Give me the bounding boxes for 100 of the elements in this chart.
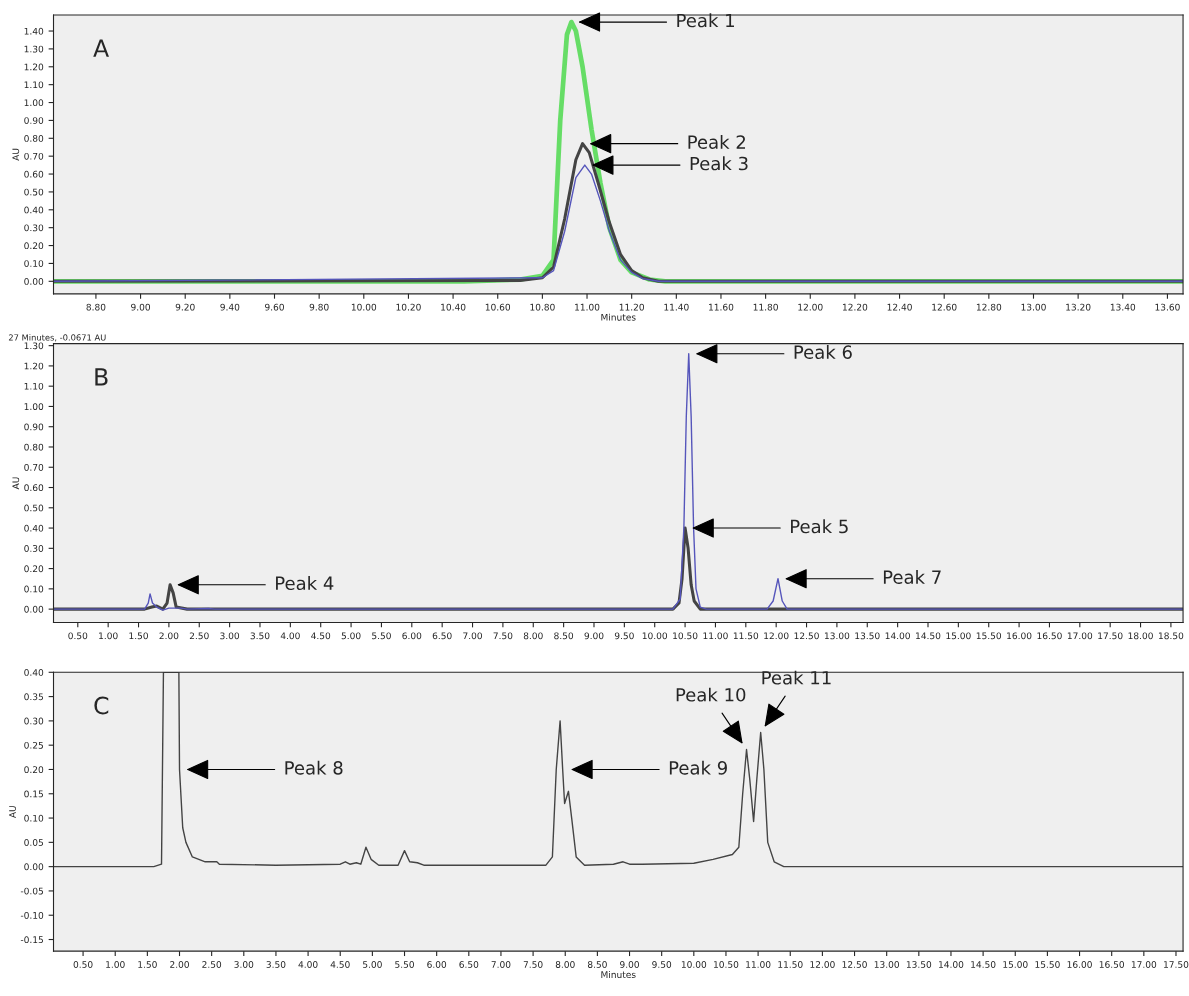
x-tick-label: 8.50: [587, 961, 607, 968]
y-tick-label: 1.40: [24, 27, 44, 35]
annotation: Peak 11: [762, 670, 831, 685]
x-tick-label: 0.50: [68, 632, 88, 640]
x-tick-label: 1.50: [129, 632, 148, 640]
x-tick-label: 9.00: [620, 961, 639, 968]
x-tick-label: 13.00: [824, 632, 850, 640]
x-tick-label: 10.60: [485, 303, 511, 311]
x-tick-label: 15.00: [946, 632, 971, 640]
x-tick-label: 5.00: [341, 632, 361, 640]
x-tick-label: 2.00: [170, 961, 189, 968]
y-tick-label: 0.80: [24, 135, 44, 142]
x-tick-label: 15.50: [976, 632, 1002, 640]
x-tick-label: 1.00: [106, 961, 125, 968]
y-tick-label: 1.10: [24, 382, 44, 390]
annotation: Peak 10: [676, 687, 746, 702]
x-tick-label: 2.50: [202, 961, 222, 968]
x-tick-label: 3.00: [234, 961, 254, 968]
x-tick-label: 5.50: [372, 632, 391, 640]
x-tick-label: 10.50: [714, 961, 739, 968]
x-tick-label: 13.20: [1066, 303, 1091, 311]
x-tick-label: 7.00: [463, 632, 482, 640]
y-tick-label: 0.00: [24, 605, 44, 613]
x-tick-label: 18.00: [1128, 632, 1153, 640]
x-tick-label: 9.60: [265, 303, 284, 311]
y-axis-title: AU: [9, 806, 16, 819]
y-tick-label: 0.30: [24, 224, 44, 232]
x-tick-label: 17.00: [1067, 632, 1093, 640]
y-tick-label: -0.10: [20, 911, 44, 919]
x-tick-label: 14.00: [939, 961, 964, 968]
x-tick-label: 16.50: [1099, 961, 1125, 968]
x-tick-label: 9.50: [614, 632, 634, 640]
x-tick-label: 5.00: [363, 961, 382, 968]
x-tick-label: 13.00: [1021, 303, 1046, 311]
annotation: B: [95, 368, 108, 386]
x-tick-label: 13.50: [906, 961, 932, 968]
x-tick-label: 9.00: [131, 303, 151, 311]
y-tick-label: 0.60: [24, 484, 44, 492]
y-tick-label: 0.40: [24, 669, 44, 676]
y-tick-label: 0.15: [24, 790, 43, 798]
x-tick-label: 10.20: [396, 303, 421, 311]
y-axis-title: AU: [12, 477, 20, 490]
x-tick-label: 6.50: [432, 632, 452, 640]
x-tick-label: 13.60: [1155, 303, 1180, 311]
y-tick-label: 0.40: [24, 524, 44, 532]
annotation: Peak 8: [285, 760, 343, 775]
x-tick-label: 11.00: [575, 303, 600, 311]
x-tick-label: 14.00: [885, 632, 910, 640]
y-tick-label: 0.90: [24, 423, 44, 431]
y-tick-label: 0.30: [24, 717, 44, 725]
x-tick-label: 12.20: [842, 303, 868, 311]
x-tick-label: 3.00: [220, 632, 240, 640]
x-axis-title: Minutes: [601, 313, 636, 321]
annotation: Peak 4: [276, 576, 334, 591]
y-tick-label: 0.30: [24, 545, 44, 552]
annotation: Peak 1: [677, 13, 734, 28]
x-tick-label: 13.50: [855, 632, 880, 640]
y-tick-label: 1.30: [24, 342, 44, 350]
y-tick-label: 0.20: [24, 766, 44, 774]
x-tick-label: 10.00: [681, 961, 707, 968]
x-tick-label: 10.00: [351, 303, 377, 311]
y-tick-label: 0.00: [24, 863, 44, 871]
x-tick-label: 4.00: [280, 632, 300, 640]
annotation: Peak 7: [883, 569, 941, 584]
x-tick-label: 8.80: [86, 303, 106, 311]
x-tick-label: 14.50: [971, 961, 996, 968]
x-tick-label: 8.50: [554, 632, 574, 640]
annotation: Peak 3: [690, 156, 748, 171]
x-tick-label: 4.50: [330, 961, 350, 968]
y-tick-label: 0.90: [24, 117, 44, 124]
x-tick-label: 2.50: [189, 632, 209, 640]
x-tick-label: 8.00: [555, 961, 575, 968]
x-tick-label: 11.00: [746, 961, 771, 968]
x-tick-label: 11.60: [709, 303, 734, 311]
y-tick-label: 1.00: [24, 99, 44, 107]
y-tick-label: 0.05: [24, 839, 43, 846]
y-tick-label: 1.20: [24, 63, 44, 71]
y-tick-label: 0.10: [24, 814, 44, 822]
x-tick-label: 15.00: [1003, 961, 1028, 968]
x-tick-label: 9.00: [584, 632, 604, 640]
y-tick-label: 0.20: [24, 242, 44, 250]
y-tick-label: 0.10: [24, 585, 44, 593]
x-tick-label: 7.50: [523, 961, 543, 968]
x-tick-label: 12.80: [976, 303, 1002, 311]
y-tick-label: 0.20: [24, 565, 44, 573]
x-tick-label: 11.80: [753, 303, 778, 311]
x-tick-label: 11.00: [703, 632, 728, 640]
x-tick-label: 12.50: [842, 961, 867, 968]
x-tick-label: 16.00: [1007, 632, 1032, 640]
annotation: Peak 9: [669, 760, 727, 775]
x-tick-label: 11.50: [778, 961, 803, 968]
x-tick-label: 6.00: [402, 632, 422, 640]
y-tick-label: 0.25: [24, 741, 43, 749]
x-tick-label: 11.50: [733, 632, 759, 640]
annotation: A: [93, 39, 109, 57]
x-tick-label: 13.40: [1110, 303, 1136, 311]
y-tick-label: 0.40: [24, 206, 44, 214]
y-tick-label: -0.15: [20, 936, 43, 944]
x-tick-label: 17.50: [1164, 961, 1189, 968]
y-tick-label: 0.80: [24, 443, 44, 451]
